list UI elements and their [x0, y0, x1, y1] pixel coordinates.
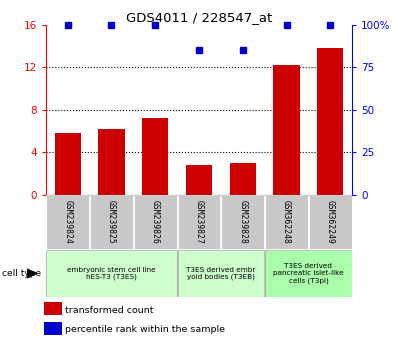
Bar: [44, 322, 62, 335]
Title: GDS4011 / 228547_at: GDS4011 / 228547_at: [126, 11, 272, 24]
Bar: [265, 195, 308, 249]
Text: cell type: cell type: [2, 269, 41, 278]
Text: transformed count: transformed count: [65, 306, 154, 315]
Bar: [55, 133, 81, 195]
Text: percentile rank within the sample: percentile rank within the sample: [65, 325, 225, 334]
Bar: [98, 129, 125, 195]
Bar: [265, 250, 352, 297]
Text: T3ES derived embr
yoid bodies (T3EB): T3ES derived embr yoid bodies (T3EB): [186, 267, 256, 280]
Bar: [309, 195, 352, 249]
Polygon shape: [27, 268, 38, 279]
Bar: [273, 65, 300, 195]
Text: embryonic stem cell line
hES-T3 (T3ES): embryonic stem cell line hES-T3 (T3ES): [67, 267, 156, 280]
Text: GSM239827: GSM239827: [195, 200, 203, 244]
Bar: [90, 195, 133, 249]
Text: GSM362248: GSM362248: [282, 200, 291, 244]
Bar: [317, 48, 343, 195]
Bar: [221, 195, 264, 249]
Text: GSM239826: GSM239826: [151, 200, 160, 244]
Bar: [178, 250, 264, 297]
Bar: [46, 195, 89, 249]
Bar: [186, 165, 212, 195]
Text: GSM362249: GSM362249: [326, 200, 335, 244]
Bar: [178, 195, 220, 249]
Bar: [134, 195, 177, 249]
Text: GSM239824: GSM239824: [63, 200, 72, 244]
Bar: [44, 302, 62, 315]
Bar: [46, 250, 177, 297]
Text: GSM239828: GSM239828: [238, 200, 247, 244]
Bar: [230, 163, 256, 195]
Text: GSM239825: GSM239825: [107, 200, 116, 244]
Text: T3ES derived
pancreatic islet-like
cells (T3pi): T3ES derived pancreatic islet-like cells…: [273, 263, 344, 284]
Bar: [142, 118, 168, 195]
